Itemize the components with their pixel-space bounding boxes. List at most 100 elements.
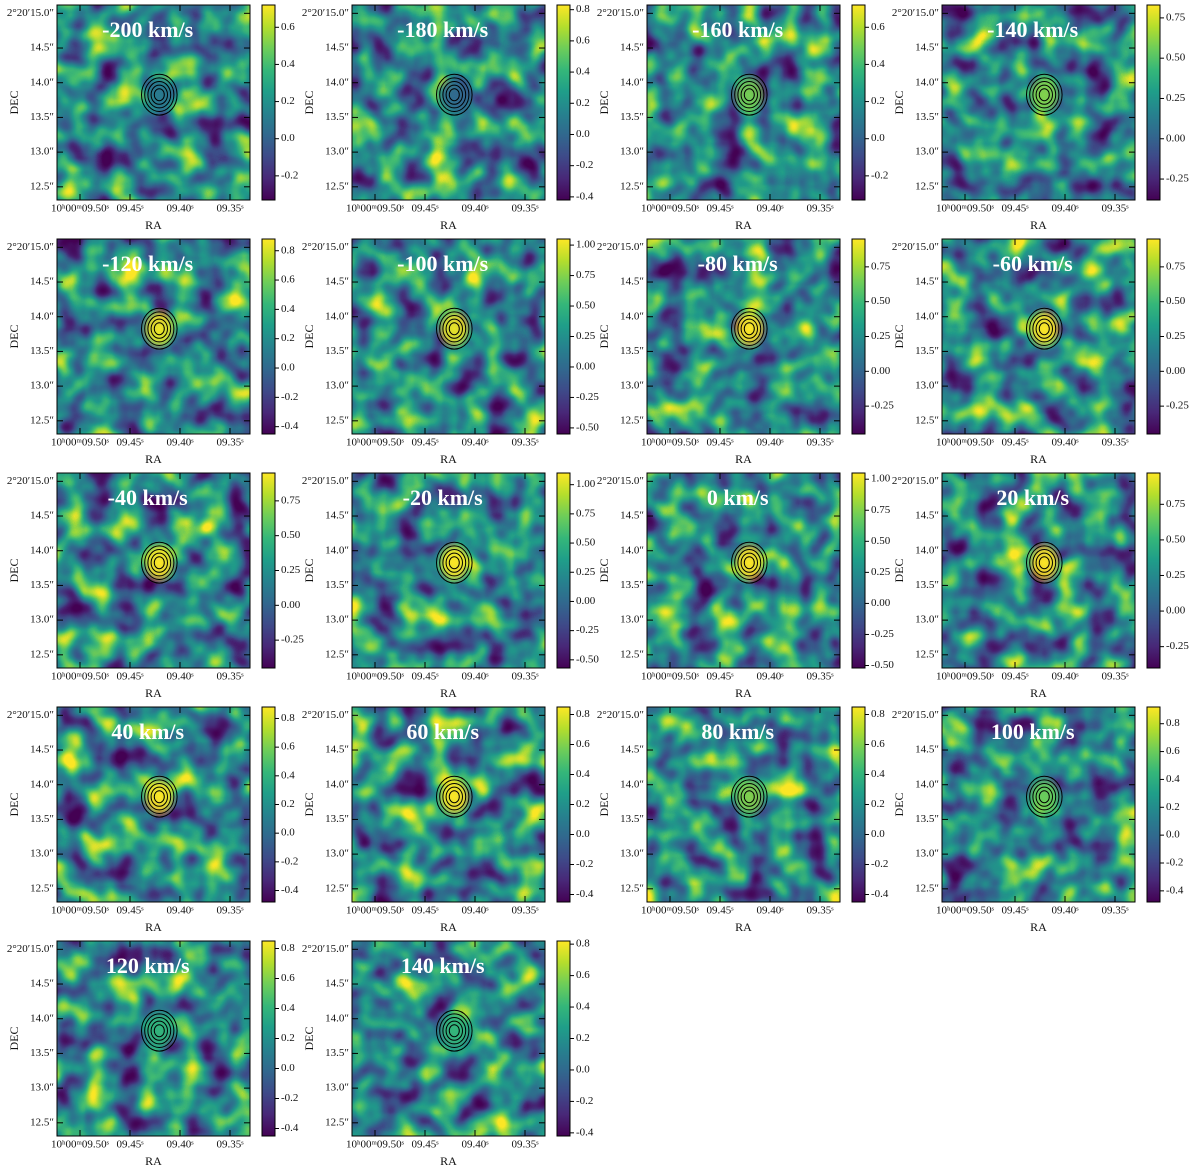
contour: [147, 1016, 172, 1045]
y-tick-label: 12.5″: [325, 882, 349, 894]
x-tick-label: 10ʰ00ᵐ09.50ˢ: [346, 437, 405, 449]
x-tick-label: 09.40ˢ: [461, 437, 489, 449]
x-tick-label: 09.45ˢ: [1001, 905, 1029, 917]
colorbar-tick-label: 0.6: [576, 969, 590, 981]
colorbar-tick-label: 0.00: [871, 365, 891, 377]
contour: [734, 311, 765, 347]
y-tick-label: 14.0″: [915, 778, 939, 790]
x-tick-label: 09.40ˢ: [166, 1139, 194, 1151]
plot-frame: [941, 238, 1136, 435]
x-tick-label: 09.45ˢ: [1001, 671, 1029, 683]
y-tick-label: 12.5″: [915, 414, 939, 426]
contour: [445, 552, 463, 573]
contour: [442, 81, 467, 109]
x-tick-label: 10ʰ00ᵐ09.50ˢ: [346, 1139, 405, 1151]
panel-title: -100 km/s: [397, 251, 489, 276]
y-axis-label: DEC: [302, 325, 316, 349]
y-tick-label: 12.5″: [325, 648, 349, 660]
contour: [1035, 318, 1053, 339]
contour: [442, 549, 467, 577]
colorbar-tick-label: -0.25: [576, 624, 599, 636]
colorbar-tick-label: 0.25: [576, 566, 596, 578]
plot-frame: [646, 4, 841, 201]
y-tick-label: 13.5″: [915, 111, 939, 123]
plot-frame: [56, 238, 251, 435]
colorbar-tick-label: 0.4: [871, 58, 885, 70]
source-emission: [141, 774, 178, 819]
y-tick-label: 14.0″: [325, 76, 349, 88]
panel-title: 0 km/s: [707, 485, 769, 510]
contour: [140, 1009, 178, 1052]
source-emission: [731, 306, 768, 351]
y-tick-label: 14.0″: [30, 76, 54, 88]
y-tick-label: 2°20′15.0″: [892, 7, 939, 19]
contour: [448, 1024, 460, 1038]
y-axis-label: DEC: [597, 793, 611, 817]
y-tick-label: 14.5″: [325, 42, 349, 54]
x-tick-label: 09.40ˢ: [1051, 905, 1079, 917]
colorbar: [1146, 706, 1161, 903]
colorbar-tick-label: -0.2: [576, 159, 593, 171]
y-tick-label: 14.5″: [325, 978, 349, 990]
colorbar-tick-label: 0.00: [281, 599, 301, 611]
y-tick-label: 13.5″: [325, 345, 349, 357]
plot-frame: [56, 4, 251, 201]
panel-title: -180 km/s: [397, 17, 489, 42]
colorbar: [556, 4, 571, 201]
colorbar-tick-label: 0.75: [576, 507, 596, 519]
colorbar-tick-label: 1.00: [871, 473, 891, 485]
colorbar-tick-label: 0.8: [281, 712, 295, 724]
y-tick-label: 13.0″: [325, 146, 349, 158]
x-tick-label: 09.35ˢ: [806, 905, 834, 917]
y-tick-label: 13.0″: [30, 614, 54, 626]
x-axis-label: RA: [440, 686, 457, 700]
colorbar-tick-label: 0.25: [1166, 569, 1186, 581]
plot-frame: [56, 472, 251, 669]
colorbar-tick-label: 0.4: [871, 768, 885, 780]
contour: [147, 315, 172, 343]
colorbar-tick-label: 0.0: [281, 362, 295, 374]
colorbar-tick-label: 0.6: [871, 21, 885, 33]
colorbar-tick-label: 0.6: [871, 738, 885, 750]
contour: [147, 783, 172, 811]
y-tick-label: 14.0″: [30, 310, 54, 322]
colorbar-tick-label: 0.25: [871, 566, 891, 578]
contour: [435, 1009, 473, 1052]
y-tick-label: 13.5″: [30, 813, 54, 825]
colorbar-tick-label: 0.25: [281, 564, 301, 576]
contour: [153, 556, 165, 570]
y-tick-label: 14.0″: [915, 310, 939, 322]
y-axis-label: DEC: [597, 559, 611, 583]
y-axis-label: DEC: [597, 325, 611, 349]
x-tick-label: 09.45ˢ: [706, 437, 734, 449]
contour: [737, 81, 762, 109]
y-tick-label: 2°20′15.0″: [7, 7, 54, 19]
contour: [448, 88, 460, 102]
y-tick-label: 13.5″: [30, 345, 54, 357]
x-tick-label: 10ʰ00ᵐ09.50ˢ: [641, 671, 700, 683]
colorbar: [261, 4, 276, 201]
y-tick-label: 14.5″: [30, 510, 54, 522]
contour: [1025, 541, 1063, 584]
y-tick-label: 13.5″: [30, 1047, 54, 1059]
x-tick-label: 09.40ˢ: [461, 1139, 489, 1151]
x-tick-label: 09.45ˢ: [116, 671, 144, 683]
colorbar-tick-label: -0.4: [576, 888, 594, 900]
x-tick-label: 09.45ˢ: [411, 1139, 439, 1151]
y-tick-label: 14.0″: [620, 778, 644, 790]
colorbar-tick-label: 0.2: [576, 798, 590, 810]
panel-title: -80 km/s: [698, 251, 779, 276]
x-tick-label: 10ʰ00ᵐ09.50ˢ: [936, 671, 995, 683]
x-axis-label: RA: [735, 452, 752, 466]
colorbar-tick-label: 0.25: [1166, 330, 1186, 342]
x-tick-label: 10ʰ00ᵐ09.50ˢ: [346, 203, 405, 215]
y-tick-label: 2°20′15.0″: [302, 943, 349, 955]
colorbar-tick-label: -0.2: [281, 1092, 298, 1104]
x-tick-label: 09.40ˢ: [756, 905, 784, 917]
colorbar: [1146, 4, 1161, 201]
x-tick-label: 09.35ˢ: [1101, 437, 1129, 449]
colorbar-tick-label: 0.2: [871, 798, 885, 810]
y-tick-label: 14.0″: [325, 778, 349, 790]
x-tick-label: 09.40ˢ: [1051, 437, 1079, 449]
colorbar-tick-label: 0.0: [871, 132, 885, 144]
